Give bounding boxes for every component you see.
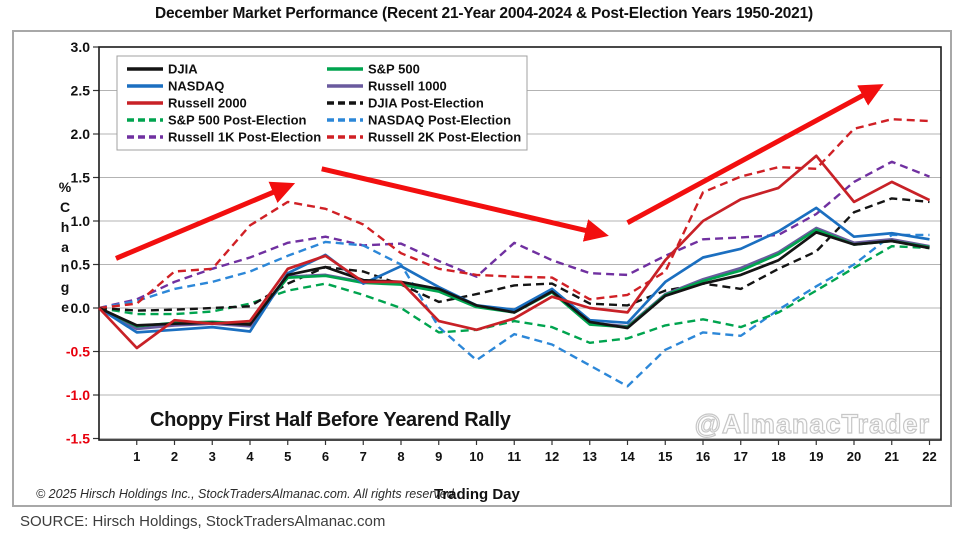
page-title: December Market Performance (Recent 21-Y… (155, 5, 813, 22)
x-tick-label: 19 (809, 449, 823, 464)
x-axis-labels: 1 2 3 4 5 6 7 8 9 10 11 12 13 14 15 16 17 18 19 20 21 22 (133, 440, 937, 464)
series-line-russell-2000 (98, 154, 931, 350)
legend-label: NASDAQ Post-Election (368, 113, 511, 128)
legend-label: S&P 500 (368, 62, 420, 77)
legend-item-russell-2000: Russell 2000 (127, 96, 247, 111)
legend-label: S&P 500 Post-Election (168, 113, 307, 128)
y-tick-label: 3.0 (71, 39, 91, 55)
y-axis-labels: 3.0 2.5 2.0 1.5 1.0 0.5 0.0 -0.5 -1.0 -1.5 (66, 39, 99, 447)
legend-item-russell-2k-post-election: Russell 2K Post-Election (327, 130, 521, 145)
trend-arrow-2 (321, 166, 609, 242)
x-tick-label: 22 (922, 449, 936, 464)
plot-border (98, 46, 942, 441)
x-tick-label: 8 (397, 449, 404, 464)
x-tick-label: 16 (696, 449, 710, 464)
y-axis-title-char: e (61, 299, 69, 315)
x-tick-label: 12 (545, 449, 559, 464)
series-line-s-p-500-post-election (98, 244, 930, 344)
series-line-russell-2k-post-election (98, 117, 930, 310)
y-tick-label: 2.0 (71, 126, 91, 142)
series-line-russell-1k-post-election (98, 160, 930, 310)
x-tick-label: 3 (209, 449, 216, 464)
x-tick-label: 18 (771, 449, 785, 464)
legend: DJIA NASDAQ Russell 2000 S&P 500 Post-Elect… (116, 55, 528, 151)
legend-label: Russell 1K Post-Election (168, 130, 321, 145)
y-axis-title-char: g (61, 279, 70, 295)
legend-item-russell-1000: Russell 1000 (327, 79, 447, 94)
trend-arrow-3 (626, 84, 884, 225)
y-tick-label: -1.5 (66, 431, 90, 447)
legend-label: DJIA (168, 62, 198, 77)
legend-item-djia-post-election: DJIA Post-Election (327, 96, 484, 111)
y-axis-title-char: n (61, 259, 70, 275)
y-axis-title-char: C (60, 199, 70, 215)
y-axis-title-char: % (59, 179, 72, 195)
x-tick-label: 7 (360, 449, 367, 464)
legend-item-russell-1k-post-election: Russell 1K Post-Election (127, 130, 321, 145)
x-tick-label: 17 (734, 449, 748, 464)
annotation-text: Choppy First Half Before Yearend Rally (150, 409, 512, 431)
x-tick-label: 1 (133, 449, 140, 464)
series-line-djia (98, 230, 930, 330)
legend-item-nasdaq-post-election: NASDAQ Post-Election (327, 113, 511, 128)
x-tick-label: 10 (469, 449, 483, 464)
x-tick-label: 4 (246, 449, 254, 464)
legend-label: NASDAQ (168, 79, 224, 94)
legend-item-s-p-500-post-election: S&P 500 Post-Election (127, 113, 307, 128)
source-line: SOURCE: Hirsch Holdings, StockTradersAlm… (20, 513, 386, 530)
series-line-nasdaq-post-election (98, 233, 930, 388)
legend-label: Russell 2000 (168, 96, 247, 111)
y-axis-title-char: h (61, 219, 70, 235)
figure-box: 3.0 2.5 2.0 1.5 1.0 0.5 0.0 -0.5 -1.0 -1.5 1 2 3 4 5 6 7… (12, 30, 952, 507)
copyright-text: © 2025 Hirsch Holdings Inc., StockTrader… (36, 487, 457, 501)
x-tick-label: 15 (658, 449, 672, 464)
x-tick-label: 5 (284, 449, 291, 464)
y-tick-label: 0.0 (71, 300, 91, 316)
legend-item-nasdaq: NASDAQ (127, 79, 224, 94)
legend-label: Russell 2K Post-Election (368, 130, 521, 145)
series-line-nasdaq (98, 206, 930, 334)
y-tick-label: -1.0 (66, 387, 90, 403)
legend-label: Russell 1000 (368, 79, 447, 94)
watermark: @AlmanacTrader (695, 409, 930, 439)
x-tick-label: 2 (171, 449, 178, 464)
x-tick-label: 21 (885, 449, 899, 464)
y-tick-label: 0.5 (71, 257, 91, 273)
legend-box (116, 55, 528, 151)
y-tick-label: 2.5 (71, 83, 91, 99)
x-tick-label: 13 (583, 449, 597, 464)
legend-item-s-p-500: S&P 500 (327, 62, 420, 77)
x-tick-label: 9 (435, 449, 442, 464)
y-axis-title-char: a (61, 239, 69, 255)
x-tick-label: 6 (322, 449, 329, 464)
series-line-djia-post-election (98, 197, 930, 312)
y-tick-label: 1.0 (71, 213, 91, 229)
x-axis-title: Trading Day (434, 486, 521, 503)
y-tick-label: 1.5 (71, 170, 91, 186)
x-tick-label: 14 (620, 449, 635, 464)
legend-label: DJIA Post-Election (368, 96, 484, 111)
chart-canvas: 3.02.52.01.51.00.50.0-0.5-1.0-1.51 2 3 4 5 6 7… (36, 39, 942, 503)
legend-item-djia: DJIA (127, 62, 198, 77)
trend-arrow-1 (115, 181, 296, 261)
x-tick-label: 20 (847, 449, 861, 464)
x-tick-label: 11 (507, 449, 521, 464)
y-tick-label: -0.5 (66, 344, 90, 360)
